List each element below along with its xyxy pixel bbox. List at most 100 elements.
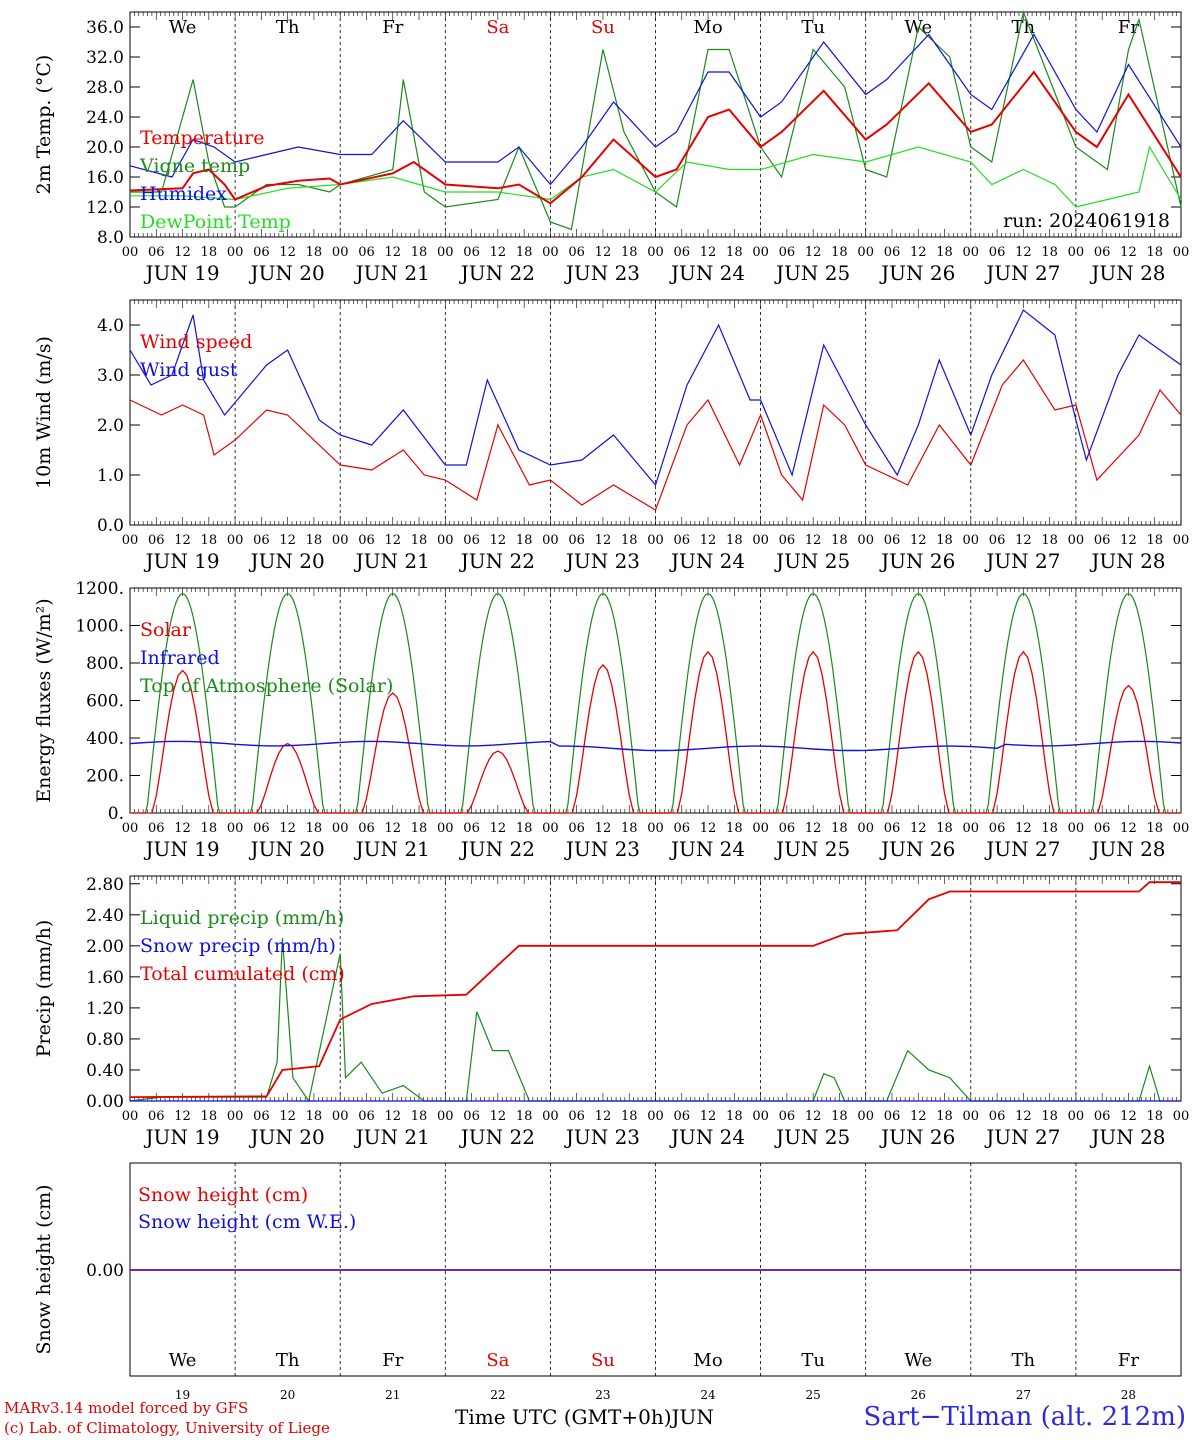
hour-tick-label: 06 — [1094, 821, 1111, 836]
hour-tick-label: 06 — [463, 1109, 480, 1124]
date-label: JUN 19 — [143, 1125, 219, 1149]
hour-tick-label: 00 — [227, 533, 244, 548]
hour-tick-label: 00 — [332, 533, 349, 548]
panel-frame-2 — [129, 587, 1182, 814]
date-label: JUN 23 — [564, 837, 640, 861]
hour-tick-label: 00 — [437, 1109, 454, 1124]
hour-tick-label: 12 — [700, 1109, 717, 1124]
hour-tick-label: 06 — [253, 245, 270, 260]
hour-tick-label: 18 — [306, 1109, 323, 1124]
hour-tick-label: 06 — [674, 533, 691, 548]
hour-tick-label: 18 — [1146, 821, 1163, 836]
hour-tick-label: 12 — [910, 533, 927, 548]
panel-frame-1 — [129, 299, 1182, 526]
hour-tick-label: 00 — [1068, 533, 1085, 548]
hour-tick-label: 18 — [831, 533, 848, 548]
hour-tick-label: 18 — [516, 821, 533, 836]
hour-tick-label: 00 — [1068, 821, 1085, 836]
hour-tick-label: 00 — [437, 245, 454, 260]
hour-tick-label: 12 — [1015, 821, 1032, 836]
hour-tick-label: 18 — [306, 821, 323, 836]
date-label: JUN 19 — [143, 549, 219, 573]
weekday-label: We — [169, 1350, 197, 1371]
hour-tick-label: 12 — [700, 533, 717, 548]
date-label: JUN 20 — [249, 549, 325, 573]
hour-tick-label: 18 — [936, 245, 953, 260]
date-label: JUN 21 — [354, 549, 430, 573]
day-number-label: 28 — [1121, 1388, 1136, 1402]
day-number-label: 26 — [911, 1388, 926, 1402]
date-label: JUN 20 — [249, 837, 325, 861]
run-annotation: run: 2024061918 — [1003, 210, 1170, 232]
hour-tick-label: 12 — [174, 1109, 191, 1124]
y-tick-label: 2.80 — [86, 875, 124, 895]
hour-tick-label: 00 — [647, 245, 664, 260]
hour-tick-label: 12 — [910, 821, 927, 836]
y-tick-label: 1.20 — [86, 999, 124, 1019]
hour-tick-label: 18 — [621, 533, 638, 548]
hour-tick-label: 00 — [542, 245, 559, 260]
y-tick-label: 4.0 — [97, 316, 124, 336]
y-tick-label: 16.0 — [86, 168, 124, 188]
hour-tick-label: 00 — [857, 1109, 874, 1124]
hour-tick-label: 06 — [358, 533, 375, 548]
date-label: JUN 25 — [774, 837, 850, 861]
hour-tick-label: 00 — [332, 1109, 349, 1124]
date-label: JUN 20 — [249, 261, 325, 285]
hour-tick-label: 00 — [752, 533, 769, 548]
series-line-liquid-precip-mm-h- — [129, 938, 1181, 1103]
hour-tick-label: 00 — [752, 821, 769, 836]
date-label: JUN 27 — [984, 261, 1060, 285]
y-axis-label: Snow height (cm) — [33, 1184, 55, 1354]
weekday-label: Th — [1012, 1350, 1036, 1371]
day-number-label: 23 — [595, 1388, 610, 1402]
y-tick-label: 400. — [86, 729, 124, 749]
legend-entry: Liquid precip (mm/h) — [140, 907, 344, 929]
hour-tick-label: 18 — [936, 533, 953, 548]
y-tick-label: 200. — [86, 767, 124, 787]
hour-tick-label: 18 — [516, 245, 533, 260]
hour-tick-label: 12 — [805, 533, 822, 548]
hour-tick-label: 00 — [857, 245, 874, 260]
weekday-label: Su — [591, 17, 615, 38]
y-axis-label: Precip (mm/h) — [33, 920, 55, 1058]
hour-tick-label: 18 — [306, 533, 323, 548]
legend-entry: Top of Atmosphere (Solar) — [140, 675, 393, 697]
y-tick-label: 3.0 — [97, 366, 124, 386]
hour-tick-label: 00 — [647, 1109, 664, 1124]
y-tick-label: 0.40 — [86, 1061, 124, 1081]
y-tick-label: 0.00 — [86, 1261, 124, 1281]
legend-entry: Snow height (cm W.E.) — [138, 1211, 356, 1233]
weekday-label: Fr — [382, 1350, 403, 1371]
hour-tick-label: 06 — [148, 245, 165, 260]
hour-tick-label: 18 — [306, 245, 323, 260]
series-line-temperature — [129, 70, 1182, 205]
hour-tick-label: 06 — [884, 1109, 901, 1124]
hour-tick-label: 12 — [279, 533, 296, 548]
y-tick-label: 32.0 — [86, 48, 124, 68]
hour-tick-label: 18 — [621, 1109, 638, 1124]
hour-tick-label: 00 — [963, 821, 980, 836]
y-axis-label: Energy fluxes (W/m²) — [33, 598, 55, 802]
y-axis-label: 10m Wind (m/s) — [33, 336, 55, 489]
hour-tick-label: 12 — [700, 821, 717, 836]
date-label: JUN 24 — [669, 837, 745, 861]
hour-tick-label: 18 — [726, 821, 743, 836]
legend-entry: DewPoint Temp — [140, 211, 291, 233]
hour-tick-label: 12 — [279, 1109, 296, 1124]
hour-tick-label: 12 — [1120, 533, 1137, 548]
date-label: JUN 26 — [879, 837, 955, 861]
legend-entry: Humidex — [140, 183, 227, 205]
date-label: JUN 22 — [459, 261, 535, 285]
hour-tick-label: 00 — [963, 1109, 980, 1124]
series-line-solar — [130, 650, 1181, 814]
hour-tick-label: 12 — [1015, 245, 1032, 260]
time-axis-text: Time UTC (GMT+0h) — [455, 1405, 672, 1429]
hour-tick-label: 06 — [1094, 1109, 1111, 1124]
hour-tick-label: 12 — [1120, 245, 1137, 260]
hour-tick-label: 12 — [805, 1109, 822, 1124]
hour-tick-label: 12 — [595, 245, 612, 260]
hour-tick-label: 00 — [122, 821, 139, 836]
weekday-label: Th — [1012, 17, 1036, 38]
